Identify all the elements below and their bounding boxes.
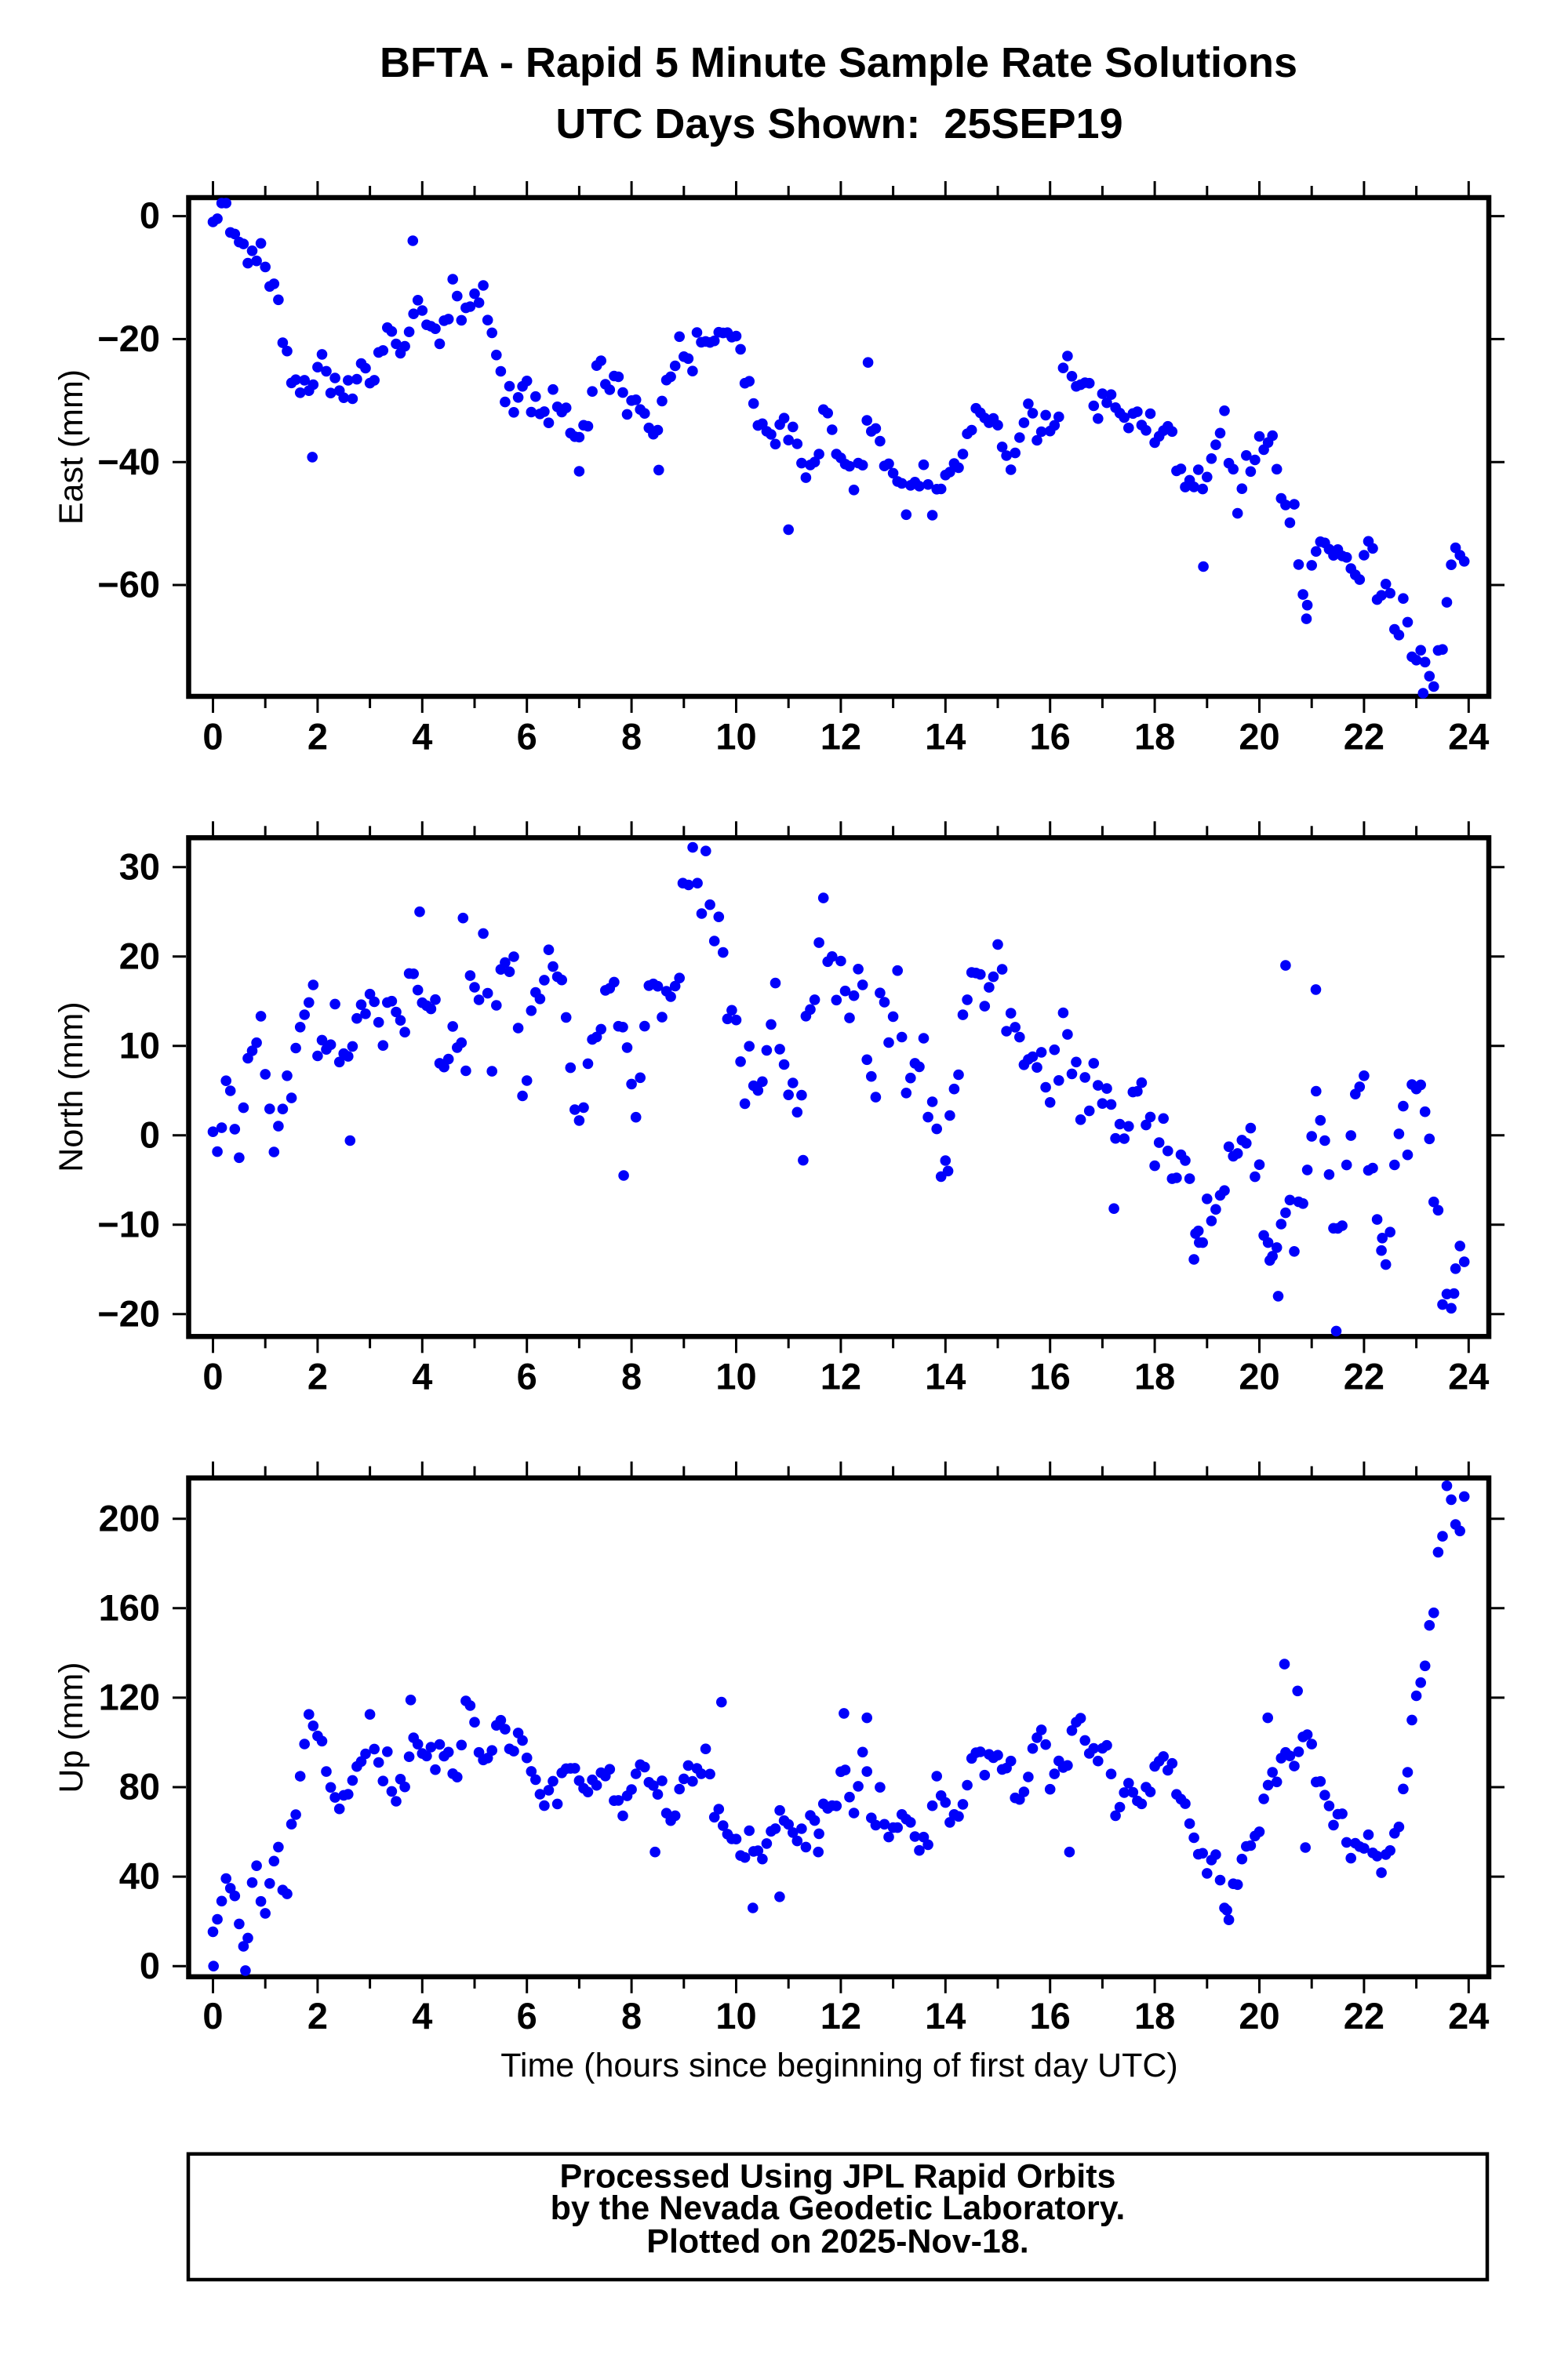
svg-text:by the Nevada Geodetic Laborat: by the Nevada Geodetic Laboratory.	[551, 2189, 1126, 2227]
svg-text:16: 16	[1030, 1995, 1071, 2037]
svg-text:16: 16	[1030, 716, 1071, 758]
svg-text:10: 10	[715, 1356, 756, 1397]
svg-text:20: 20	[1239, 1995, 1279, 2037]
svg-text:40: 40	[119, 1855, 160, 1897]
svg-text:14: 14	[925, 716, 966, 758]
svg-text:22: 22	[1344, 716, 1384, 758]
svg-text:12: 12	[820, 716, 861, 758]
svg-text:200: 200	[99, 1497, 160, 1539]
svg-text:−60: −60	[97, 564, 160, 605]
svg-text:22: 22	[1344, 1356, 1384, 1397]
svg-text:20: 20	[1239, 1356, 1279, 1397]
svg-text:20: 20	[1239, 716, 1279, 758]
svg-text:−20: −20	[97, 1292, 160, 1334]
svg-text:20: 20	[119, 935, 160, 976]
svg-text:Up (mm): Up (mm)	[53, 1662, 90, 1793]
svg-text:6: 6	[517, 1995, 537, 2037]
svg-text:4: 4	[412, 1356, 432, 1397]
svg-text:−40: −40	[97, 441, 160, 482]
svg-text:24: 24	[1448, 716, 1489, 758]
svg-text:8: 8	[621, 716, 642, 758]
svg-text:18: 18	[1134, 1995, 1175, 2037]
svg-text:2: 2	[307, 716, 328, 758]
svg-text:BFTA - Rapid 5 Minute Sample R: BFTA - Rapid 5 Minute Sample Rate Soluti…	[380, 39, 1297, 86]
svg-text:Time (hours since beginning of: Time (hours since beginning of first day…	[500, 2047, 1178, 2084]
svg-text:East (mm): East (mm)	[53, 369, 90, 525]
svg-text:12: 12	[820, 1356, 861, 1397]
svg-text:8: 8	[621, 1995, 642, 2037]
svg-text:18: 18	[1134, 716, 1175, 758]
svg-text:−20: −20	[97, 318, 160, 359]
svg-text:12: 12	[820, 1995, 861, 2037]
svg-text:0: 0	[140, 1945, 160, 1986]
svg-text:14: 14	[925, 1995, 966, 2037]
svg-text:14: 14	[925, 1356, 966, 1397]
svg-text:−10: −10	[97, 1203, 160, 1245]
svg-text:6: 6	[517, 1356, 537, 1397]
svg-text:22: 22	[1344, 1995, 1384, 2037]
svg-text:6: 6	[517, 716, 537, 758]
svg-text:24: 24	[1448, 1995, 1489, 2037]
svg-text:16: 16	[1030, 1356, 1071, 1397]
svg-text:2: 2	[307, 1995, 328, 2037]
svg-text:0: 0	[202, 716, 223, 758]
svg-text:2: 2	[307, 1356, 328, 1397]
svg-text:4: 4	[412, 1995, 432, 2037]
svg-text:UTC Days Shown: 25SEP19: UTC Days Shown: 25SEP19	[555, 100, 1122, 147]
svg-text:18: 18	[1134, 1356, 1175, 1397]
svg-text:10: 10	[715, 1995, 756, 2037]
svg-text:0: 0	[202, 1356, 223, 1397]
svg-text:Processed Using JPL Rapid Orbi: Processed Using JPL Rapid Orbits	[560, 2158, 1116, 2196]
svg-text:0: 0	[140, 194, 160, 236]
svg-text:30: 30	[119, 845, 160, 887]
svg-text:10: 10	[119, 1024, 160, 1066]
svg-text:0: 0	[140, 1114, 160, 1155]
svg-text:0: 0	[202, 1995, 223, 2037]
svg-text:120: 120	[99, 1677, 160, 1718]
svg-text:24: 24	[1448, 1356, 1489, 1397]
svg-text:80: 80	[119, 1766, 160, 1808]
svg-text:North (mm): North (mm)	[53, 1001, 90, 1172]
svg-text:8: 8	[621, 1356, 642, 1397]
svg-text:160: 160	[99, 1586, 160, 1628]
svg-text:10: 10	[715, 716, 756, 758]
svg-text:4: 4	[412, 716, 432, 758]
svg-text:Plotted on 2025-Nov-18.: Plotted on 2025-Nov-18.	[646, 2222, 1028, 2260]
